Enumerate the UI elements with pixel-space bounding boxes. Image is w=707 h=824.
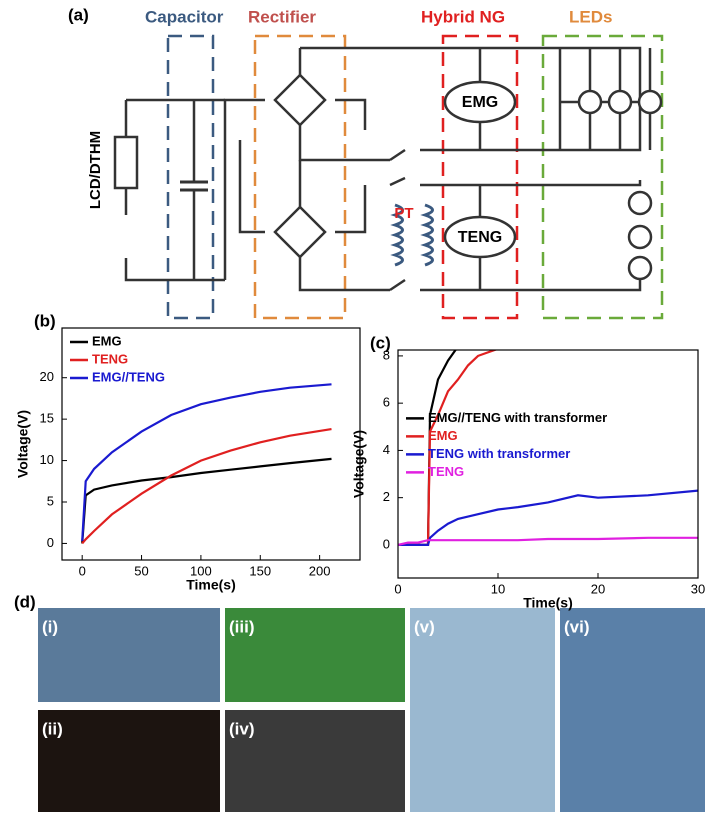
- y-tick-label: 2: [383, 489, 390, 504]
- y-tick-label: 6: [383, 395, 390, 410]
- photo-label: (v): [414, 617, 435, 636]
- y-tick-label: 0: [47, 535, 54, 550]
- components: [115, 75, 661, 279]
- photo: [410, 608, 555, 812]
- y-axis-label: Voltage(V): [15, 410, 31, 478]
- photo-label: (iv): [229, 719, 255, 738]
- photo-label: (iii): [229, 617, 255, 636]
- legend-label: EMG//TENG: [92, 369, 165, 384]
- circuit-diagram: (a) Capacitor Rectifier Hybrid NG LEDs L…: [68, 5, 662, 318]
- y-tick-label: 5: [47, 493, 54, 508]
- x-tick-label: 50: [134, 563, 148, 578]
- box-label: LEDs: [569, 7, 612, 26]
- x-axis-label: Time(s): [523, 595, 573, 611]
- x-tick-label: 150: [249, 563, 271, 578]
- emg-label: EMG: [462, 94, 498, 111]
- panel-label: (d): [14, 592, 36, 611]
- series-line: [82, 459, 331, 544]
- capacitor: [180, 182, 208, 190]
- photos: (d) (i) (ii) (iii) (iv) (v) (vi): [14, 592, 705, 812]
- photo: [38, 608, 220, 702]
- y-tick-label: 8: [383, 347, 390, 362]
- y-tick-label: 15: [40, 411, 54, 426]
- legend-label: EMG: [92, 333, 122, 348]
- figure: (a) Capacitor Rectifier Hybrid NG LEDs L…: [0, 0, 707, 824]
- coil: [425, 205, 433, 265]
- legend-label: EMG//TENG with transformer: [428, 410, 607, 425]
- y-tick-label: 10: [40, 452, 54, 467]
- legend-label: TENG: [428, 464, 464, 479]
- legend-label: EMG: [428, 428, 458, 443]
- side-label: LCD/DTHM: [87, 131, 104, 209]
- x-tick-label: 0: [394, 581, 401, 596]
- dashed-box: [168, 36, 213, 318]
- teng-label: TENG: [458, 229, 502, 246]
- y-tick-label: 4: [383, 442, 390, 457]
- x-tick-label: 200: [309, 563, 331, 578]
- panel-label: (b): [34, 311, 56, 330]
- x-tick-label: 30: [691, 581, 705, 596]
- x-tick-label: 10: [491, 581, 505, 596]
- box-label: Hybrid NG: [421, 7, 505, 26]
- y-tick-label: 20: [40, 369, 54, 384]
- panel-label: (a): [68, 5, 89, 24]
- x-axis-label: Time(s): [186, 577, 236, 593]
- x-tick-label: 20: [591, 581, 605, 596]
- y-axis-label: Voltage(V): [351, 430, 367, 498]
- y-tick-label: 0: [383, 536, 390, 551]
- photo-label: (vi): [564, 617, 590, 636]
- x-tick-label: 0: [79, 563, 86, 578]
- legend-label: TENG with transformer: [428, 446, 570, 461]
- plot-area: [82, 384, 331, 543]
- photo-label: (ii): [42, 719, 63, 738]
- photo-label: (i): [42, 617, 58, 636]
- photo: [38, 710, 220, 812]
- series-line: [398, 538, 698, 545]
- box-label: Rectifier: [248, 7, 316, 26]
- box-label: Capacitor: [145, 7, 224, 26]
- wires: [126, 48, 650, 290]
- pt-label: PT: [394, 205, 413, 222]
- photo: [560, 608, 705, 812]
- legend-label: TENG: [92, 351, 128, 366]
